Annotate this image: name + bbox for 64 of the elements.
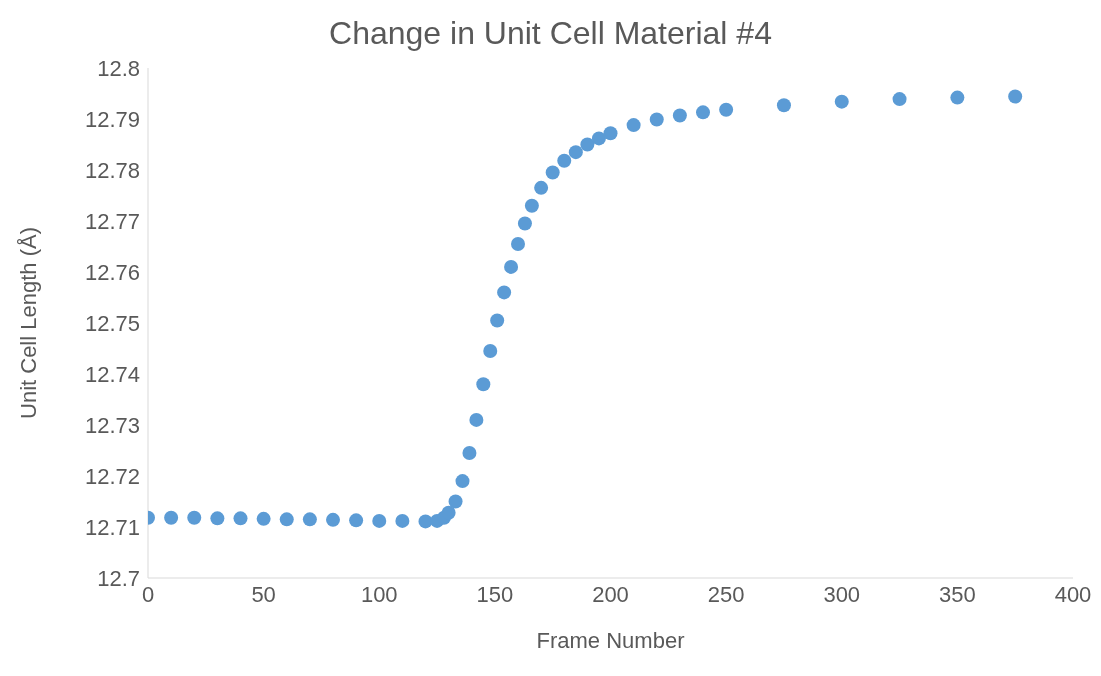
point bbox=[164, 510, 179, 525]
point bbox=[504, 259, 519, 274]
point bbox=[233, 511, 248, 526]
point bbox=[490, 313, 505, 328]
point bbox=[256, 511, 271, 526]
point bbox=[649, 112, 664, 127]
y-axis-title: Unit Cell Length (Å) bbox=[15, 227, 41, 419]
x-tick-label: 200 bbox=[592, 581, 629, 607]
point bbox=[545, 165, 560, 180]
point bbox=[626, 118, 641, 133]
x-axis-title: Frame Number bbox=[536, 628, 685, 653]
point bbox=[591, 131, 606, 146]
point bbox=[524, 198, 539, 213]
y-tick-label: 12.75 bbox=[84, 310, 140, 336]
x-tick-label: 0 bbox=[141, 581, 155, 607]
point bbox=[511, 236, 525, 251]
point bbox=[326, 512, 340, 527]
point bbox=[279, 512, 294, 527]
y-tick-label: 12.73 bbox=[84, 412, 140, 438]
point bbox=[696, 105, 710, 120]
point bbox=[455, 474, 470, 489]
y-tick-label: 12.72 bbox=[84, 463, 140, 489]
point bbox=[441, 505, 456, 520]
point bbox=[372, 513, 387, 528]
point bbox=[1008, 89, 1023, 104]
y-tick-label: 12.71 bbox=[84, 514, 140, 540]
point bbox=[719, 102, 734, 117]
point bbox=[557, 153, 572, 168]
x-tick-label: 300 bbox=[823, 581, 861, 607]
y-tick-label: 12.77 bbox=[84, 208, 140, 234]
y-tick-label: 12.76 bbox=[84, 259, 140, 285]
y-tick-label: 12.79 bbox=[84, 106, 140, 132]
point bbox=[476, 377, 491, 392]
point bbox=[483, 344, 498, 359]
point bbox=[302, 512, 317, 527]
chart-title: Change in Unit Cell Material #4 bbox=[329, 15, 772, 51]
y-tick-label: 12.78 bbox=[84, 157, 140, 183]
point bbox=[568, 145, 583, 160]
point bbox=[395, 513, 410, 528]
point bbox=[534, 180, 549, 195]
point bbox=[580, 137, 595, 152]
y-tick-label: 12.7 bbox=[97, 565, 140, 591]
y-tick-label: 12.74 bbox=[84, 361, 140, 387]
x-tick-label: 250 bbox=[707, 581, 745, 607]
point bbox=[497, 285, 512, 300]
point bbox=[892, 92, 907, 107]
point bbox=[210, 511, 225, 526]
point bbox=[462, 446, 477, 461]
y-tick-label: 12.8 bbox=[97, 55, 140, 81]
point bbox=[950, 90, 965, 105]
point bbox=[469, 412, 484, 427]
point bbox=[349, 513, 364, 528]
x-tick-label: 400 bbox=[1054, 581, 1092, 607]
point bbox=[603, 126, 618, 141]
x-tick-label: 150 bbox=[476, 581, 514, 607]
point bbox=[448, 494, 463, 509]
point bbox=[672, 108, 687, 123]
point bbox=[834, 94, 849, 109]
x-tick-label: 50 bbox=[251, 581, 276, 607]
point bbox=[776, 98, 791, 113]
point bbox=[187, 510, 202, 525]
x-tick-label: 350 bbox=[939, 581, 976, 607]
point bbox=[517, 216, 532, 231]
x-tick-label: 100 bbox=[360, 581, 398, 607]
